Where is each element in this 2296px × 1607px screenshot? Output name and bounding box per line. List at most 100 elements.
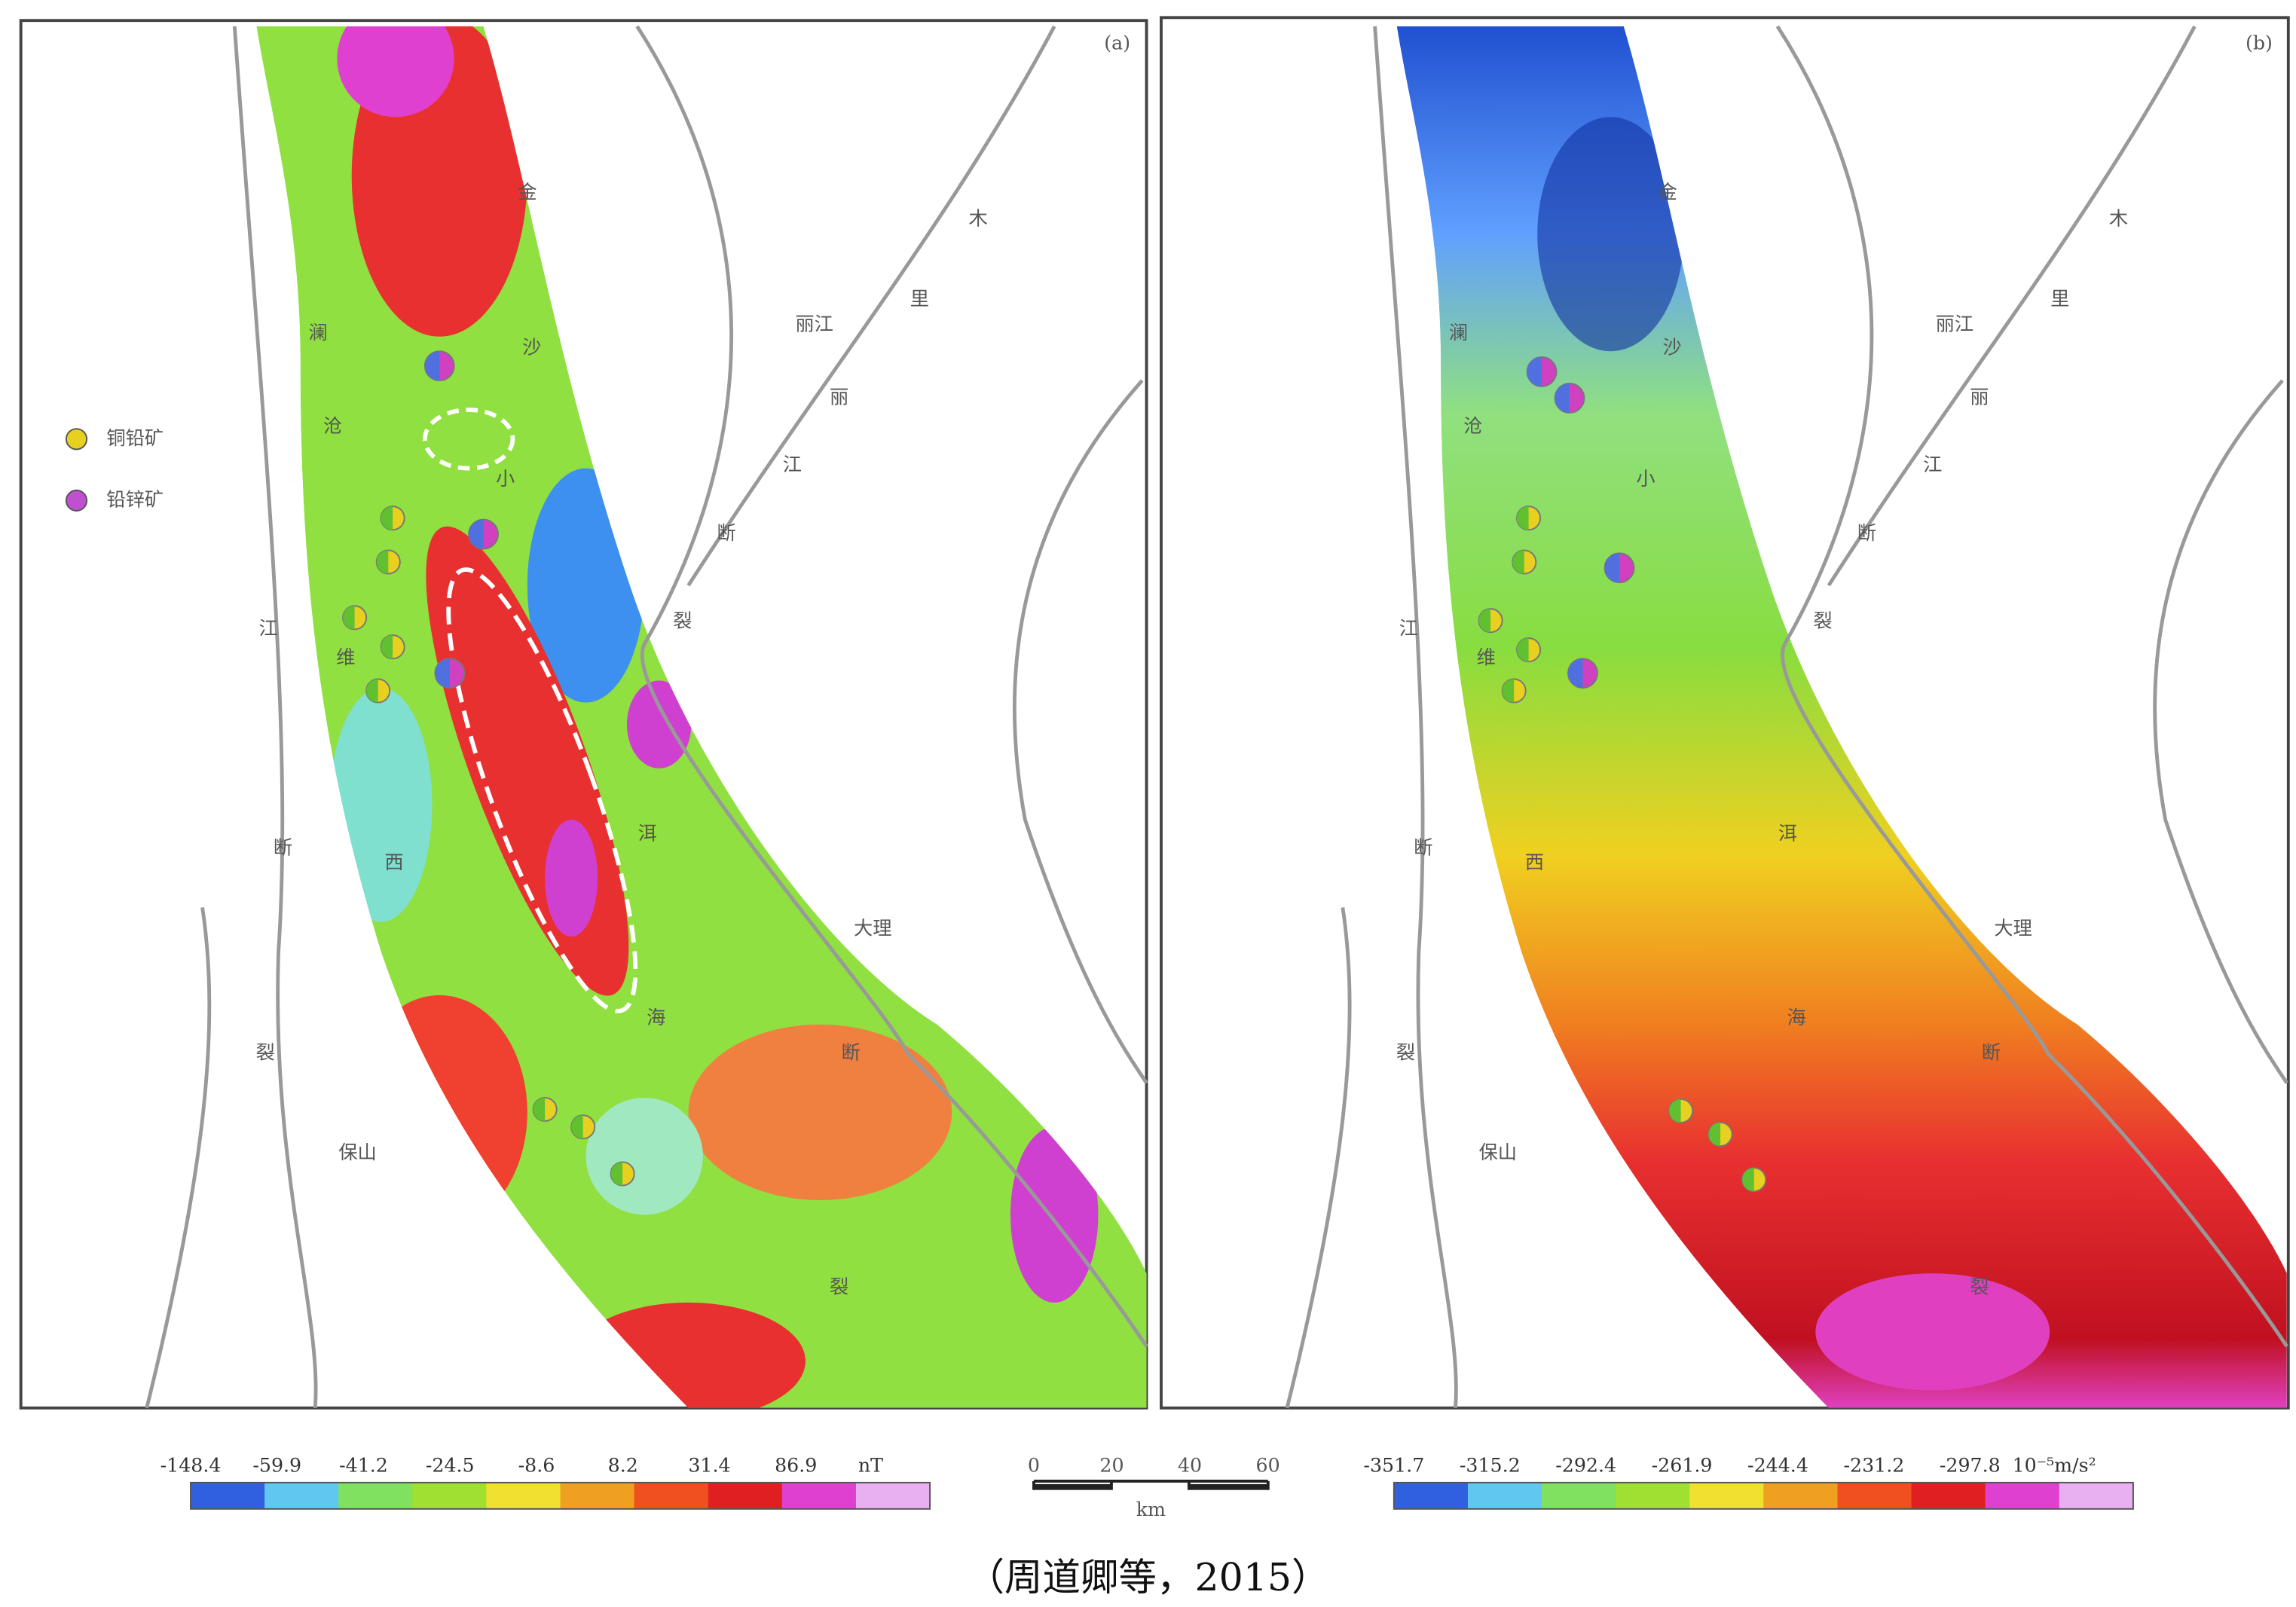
place-label: 裂 [1970,1276,1989,1298]
colorbar-segment [560,1482,635,1509]
deposit [469,519,484,549]
colorbar-tick-label: -315.2 [1460,1455,1521,1477]
place-label: 断 [1982,1042,2001,1064]
place-label: 金 [518,181,537,203]
colorbar-tick-label: 31.4 [688,1455,730,1477]
place-label: 江 [1923,454,1942,475]
scale-tick-label: 0 [1028,1455,1040,1477]
colorbar-tick-label: -244.4 [1747,1455,1808,1477]
colorbar-segment [1837,1482,1912,1509]
colorbar-tick-label: 86.9 [775,1455,817,1477]
place-label: 小 [1636,468,1655,490]
deposit [1527,357,1542,386]
colorbar-tick-label: -297.8 [1940,1455,2001,1477]
colorbar-tick-label: -148.4 [161,1455,222,1477]
place-label: 维 [1477,646,1496,668]
place-label: 海 [1787,1007,1805,1028]
place-label: 沧 [323,415,342,437]
place-label: 小 [496,468,515,490]
deposit [343,606,355,630]
colorbar-tick-label: -351.7 [1363,1455,1424,1477]
scale-tick-label: 60 [1256,1455,1280,1477]
colorbar-segment [708,1482,783,1509]
place-label: 木 [2109,207,2128,229]
scale-tick-label: 20 [1099,1455,1124,1477]
panel-label: (b) [2246,32,2273,53]
place-label: 江 [783,454,802,475]
place-label: 断 [717,522,735,544]
place-label: 江 [1399,617,1418,639]
deposit [1502,679,1515,703]
colorbar-segment [1689,1482,1765,1509]
colorbar-segment [634,1482,709,1509]
deposit [1604,553,1620,583]
place-label: 裂 [830,1276,848,1298]
colorbar-a: -148.4 -59.9 -41.2 -24.5 -8.6 8.2 31.4 86.9 nT [161,1455,931,1510]
place-label: 保山 [1479,1141,1517,1163]
colorbar-segment [1763,1482,1839,1509]
deposit [533,1097,546,1122]
deposit [1478,609,1491,633]
deposit [435,658,450,689]
place-label: 丽 [830,386,848,408]
place-label: 江 [258,617,277,639]
deposit [366,679,378,703]
place-label: 维 [336,646,355,668]
deposit [1568,658,1583,689]
place-label: 丽江 [795,313,833,335]
colorbar-segment [264,1482,340,1509]
place-label: 裂 [255,1042,274,1064]
colorbar-segment [1467,1482,1543,1509]
place-label: 丽江 [1936,313,1973,335]
colorbar-tick-label: -231.2 [1843,1455,1904,1477]
colorbar-tick-label: -8.6 [518,1455,555,1477]
legend-symbol [65,489,88,512]
deposit [376,550,389,574]
deposit [610,1162,623,1186]
deposit [1555,383,1570,413]
place-label: 断 [1414,837,1432,859]
colorbar-segment [2059,1482,2134,1509]
place-label: 沙 [1662,336,1681,358]
colorbar-tick-label: -24.5 [426,1455,475,1477]
colorbar-segment [1542,1482,1617,1509]
place-label: 沧 [1463,415,1482,437]
caption: （周道卿等，2015） [966,1555,1329,1599]
legend-symbol [65,428,88,451]
colorbar-frame [190,1481,931,1510]
deposit [571,1115,583,1139]
place-label: 沙 [522,336,541,358]
colorbar-segment [1911,1482,1986,1509]
deposit [1512,550,1524,574]
place-label: 裂 [1396,1042,1415,1064]
colorbar-segment [338,1482,414,1509]
colorbar-segment [486,1482,561,1509]
colorbar-segment [191,1482,266,1509]
scale-tick-label: 40 [1178,1455,1202,1477]
deposit-symbols [342,350,1767,1193]
colorbar-unit: nT [858,1455,883,1477]
deposit [1669,1098,1681,1123]
colorbar-segment [855,1482,931,1509]
place-label: 断 [1857,522,1876,544]
colorbar-segment [1985,1482,2060,1509]
fault-lines [145,25,2288,1409]
place-label: 里 [2050,288,2069,310]
colorbar-b: -351.7 -315.2 -292.4 -261.9 -244.4 -231.2 -297… [1363,1455,2134,1510]
scale-bar [1032,1479,1270,1490]
legend-label: 铅锌矿 [106,488,164,510]
colorbar-tick-label: 8.2 [608,1455,638,1477]
colorbar-segment [1616,1482,1691,1509]
deposit [1742,1168,1754,1192]
colorbar-segment [412,1482,488,1509]
panel-label: (a) [1104,32,1130,53]
place-label: 洱 [637,822,656,844]
deposit [1517,506,1529,530]
deposit [381,506,393,530]
place-label: 裂 [1813,610,1832,632]
deposit [1517,637,1529,662]
gravity-map [1396,26,2287,1408]
place-label: 里 [910,288,929,310]
place-label: 西 [1525,851,1544,873]
